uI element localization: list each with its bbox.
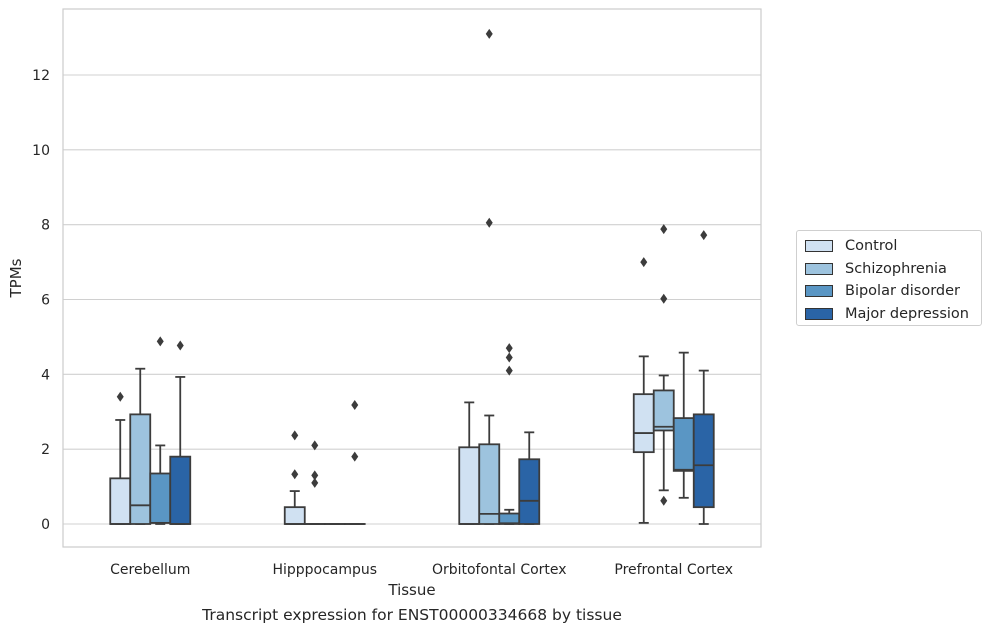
box-control	[632, 257, 655, 524]
outlier-point	[156, 336, 164, 347]
x-tick-labels: Cerebellum Hipppocampus Orbitofontal Corte…	[110, 562, 733, 578]
legend-item: Schizophrenia	[805, 258, 973, 281]
outlier-point	[176, 340, 184, 351]
y-axis-title: TPMs	[7, 258, 25, 298]
legend-label: Control	[845, 238, 898, 255]
box-schizophrenia	[129, 367, 152, 525]
box-body	[149, 472, 172, 524]
y-tick-label: 0	[41, 517, 50, 533]
outlier-point	[311, 470, 319, 481]
y-tick-labels: 0 2 4 6 8 10 12	[32, 68, 50, 533]
box-body	[692, 413, 715, 509]
legend-item: Major depression	[805, 303, 973, 326]
outlier-point	[485, 28, 493, 39]
plot-area-frame	[62, 8, 762, 548]
box-schizophrenia	[303, 440, 326, 525]
box-body	[652, 389, 675, 432]
box-major-depression	[692, 230, 715, 525]
legend-swatch	[805, 240, 833, 253]
outlier-point	[311, 440, 319, 451]
legend-label: Schizophrenia	[845, 260, 947, 277]
box-major-depression	[169, 340, 192, 525]
y-tick-label: 12	[32, 68, 50, 84]
outlier-point	[660, 293, 668, 304]
outlier-point	[660, 224, 668, 235]
legend: Control Schizophrenia Bipolar disorder Majo…	[796, 230, 982, 326]
outlier-point	[660, 495, 668, 506]
legend-swatch	[805, 307, 833, 320]
y-tick-label: 4	[41, 367, 50, 383]
outlier-point	[351, 451, 359, 462]
outlier-point	[311, 477, 319, 488]
box-schizophrenia	[478, 28, 501, 525]
box-body	[632, 393, 655, 454]
box-bipolar-disorder	[672, 351, 695, 499]
box-body	[129, 413, 152, 525]
box-control	[109, 391, 132, 525]
outlier-point	[505, 343, 513, 354]
box-body	[478, 443, 501, 525]
box-major-depression	[518, 431, 541, 525]
outlier-point	[291, 430, 299, 441]
box-body	[169, 455, 192, 525]
y-tick-label: 2	[41, 442, 50, 458]
x-tick-label: Hipppocampus	[272, 562, 377, 578]
x-tick-label: Prefrontal Cortex	[614, 562, 733, 578]
outlier-point	[700, 230, 708, 241]
box-body	[283, 506, 306, 525]
legend-label: Major depression	[845, 305, 969, 322]
legend-swatch	[805, 285, 833, 298]
legend-swatch	[805, 262, 833, 275]
y-tick-label: 10	[32, 143, 50, 159]
outlier-point	[116, 391, 124, 402]
legend-item: Control	[805, 235, 973, 258]
box-body	[672, 417, 695, 472]
box-body	[109, 477, 132, 525]
figure-caption: Transcript expression for ENST0000033466…	[202, 606, 622, 624]
box-bipolar-disorder	[498, 343, 521, 525]
box-control	[458, 401, 481, 525]
y-tick-label: 8	[41, 218, 50, 234]
x-tick-label: Orbitofontal Cortex	[432, 562, 567, 578]
grid-lines	[63, 74, 761, 525]
outlier-point	[505, 352, 513, 363]
box-schizophrenia	[652, 224, 675, 506]
outlier-point	[640, 257, 648, 268]
box-body	[458, 446, 481, 525]
box-body	[518, 458, 541, 525]
box-major-depression	[343, 400, 366, 525]
box-layer	[109, 28, 715, 525]
box-bipolar-disorder	[149, 336, 172, 525]
x-tick-label: Cerebellum	[110, 562, 190, 578]
outlier-point	[291, 469, 299, 480]
outlier-point	[351, 400, 359, 411]
outlier-point	[505, 365, 513, 376]
x-axis-title: Tissue	[387, 581, 435, 599]
box-control	[283, 430, 306, 525]
legend-item: Bipolar disorder	[805, 280, 973, 303]
outlier-point	[485, 217, 493, 228]
legend-label: Bipolar disorder	[845, 283, 960, 300]
y-tick-label: 6	[41, 293, 50, 309]
